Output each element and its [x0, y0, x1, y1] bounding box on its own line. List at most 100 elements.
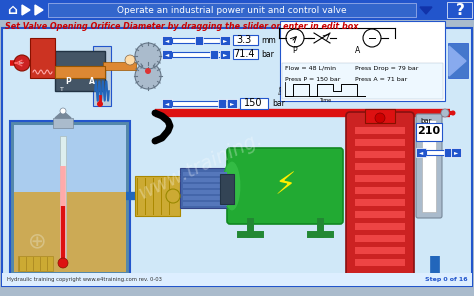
Circle shape: [58, 258, 68, 268]
FancyBboxPatch shape: [2, 28, 472, 286]
FancyBboxPatch shape: [416, 148, 426, 157]
Text: Press A = 71 bar: Press A = 71 bar: [355, 76, 407, 81]
FancyBboxPatch shape: [233, 49, 258, 59]
Text: ◄: ◄: [165, 52, 169, 57]
FancyBboxPatch shape: [227, 148, 343, 224]
Text: T: T: [60, 86, 64, 91]
Text: ►: ►: [223, 38, 227, 43]
Text: A: A: [89, 76, 95, 86]
FancyBboxPatch shape: [416, 114, 442, 218]
FancyBboxPatch shape: [183, 172, 227, 176]
FancyBboxPatch shape: [18, 256, 53, 271]
FancyBboxPatch shape: [282, 63, 443, 99]
Text: Operate an industrial power unit and control valve: Operate an industrial power unit and con…: [117, 6, 347, 15]
Text: ?: ?: [456, 2, 465, 17]
Text: Flow: Flow: [279, 84, 283, 94]
Text: ⚡: ⚡: [274, 171, 296, 200]
Text: Press P = 150 bar: Press P = 150 bar: [285, 76, 340, 81]
FancyBboxPatch shape: [162, 99, 172, 108]
FancyBboxPatch shape: [30, 38, 55, 78]
Text: Flow = 48 L/min: Flow = 48 L/min: [285, 65, 336, 70]
FancyBboxPatch shape: [183, 184, 227, 188]
FancyBboxPatch shape: [355, 139, 405, 146]
FancyBboxPatch shape: [426, 150, 451, 155]
Text: ⌂: ⌂: [7, 3, 17, 17]
FancyBboxPatch shape: [240, 98, 268, 109]
FancyBboxPatch shape: [355, 151, 405, 158]
Text: bar: bar: [261, 49, 274, 59]
FancyBboxPatch shape: [172, 101, 227, 106]
FancyBboxPatch shape: [14, 125, 126, 272]
FancyBboxPatch shape: [103, 62, 136, 70]
Text: 210: 210: [418, 126, 440, 136]
Circle shape: [60, 108, 66, 114]
Text: ►: ►: [230, 101, 234, 106]
FancyBboxPatch shape: [0, 0, 474, 20]
Text: ◄: ◄: [165, 101, 169, 106]
Polygon shape: [22, 5, 30, 15]
FancyBboxPatch shape: [172, 38, 220, 43]
FancyBboxPatch shape: [162, 36, 172, 45]
Circle shape: [135, 63, 161, 89]
Circle shape: [14, 55, 30, 71]
Polygon shape: [449, 46, 466, 76]
Text: mm: mm: [261, 36, 276, 44]
Text: Press Drop = 79 bar: Press Drop = 79 bar: [355, 65, 419, 70]
Text: ►: ►: [454, 150, 458, 155]
FancyBboxPatch shape: [183, 190, 227, 194]
Circle shape: [145, 68, 151, 74]
FancyBboxPatch shape: [416, 123, 442, 141]
Polygon shape: [35, 5, 43, 15]
FancyBboxPatch shape: [220, 174, 234, 204]
Text: Time: Time: [319, 98, 331, 103]
Text: A: A: [356, 46, 361, 54]
Text: ⊕: ⊕: [27, 231, 46, 251]
Text: 71.4: 71.4: [233, 49, 255, 59]
FancyBboxPatch shape: [355, 187, 405, 194]
FancyBboxPatch shape: [355, 127, 405, 134]
FancyBboxPatch shape: [60, 136, 66, 266]
FancyBboxPatch shape: [172, 52, 220, 57]
Circle shape: [166, 189, 180, 203]
FancyBboxPatch shape: [195, 36, 203, 45]
FancyBboxPatch shape: [48, 3, 416, 17]
FancyBboxPatch shape: [355, 223, 405, 230]
FancyBboxPatch shape: [53, 118, 73, 128]
Circle shape: [441, 109, 449, 117]
FancyBboxPatch shape: [180, 168, 230, 208]
FancyBboxPatch shape: [10, 121, 130, 276]
FancyBboxPatch shape: [183, 202, 227, 206]
Text: bar: bar: [272, 99, 285, 107]
FancyBboxPatch shape: [355, 247, 405, 254]
Text: P: P: [292, 46, 297, 54]
FancyBboxPatch shape: [14, 192, 126, 272]
FancyBboxPatch shape: [355, 259, 405, 266]
FancyBboxPatch shape: [365, 109, 395, 123]
FancyBboxPatch shape: [233, 35, 258, 45]
Text: 3.3: 3.3: [237, 35, 252, 45]
Text: ◄: ◄: [419, 150, 423, 155]
FancyBboxPatch shape: [220, 50, 230, 59]
Text: 150: 150: [244, 98, 262, 108]
FancyBboxPatch shape: [355, 211, 405, 218]
FancyBboxPatch shape: [355, 175, 405, 182]
FancyBboxPatch shape: [55, 66, 105, 78]
Text: www.training.: www.training.: [135, 129, 265, 203]
FancyBboxPatch shape: [210, 50, 218, 59]
Circle shape: [125, 55, 135, 65]
FancyBboxPatch shape: [448, 43, 468, 78]
FancyBboxPatch shape: [183, 196, 227, 200]
FancyBboxPatch shape: [355, 199, 405, 206]
FancyBboxPatch shape: [280, 21, 445, 101]
FancyBboxPatch shape: [447, 2, 472, 18]
FancyBboxPatch shape: [2, 273, 472, 286]
FancyBboxPatch shape: [183, 178, 227, 182]
FancyBboxPatch shape: [346, 112, 414, 278]
FancyBboxPatch shape: [162, 50, 172, 59]
Text: ◄: ◄: [165, 38, 169, 43]
Polygon shape: [55, 111, 71, 118]
Text: Set Valve Opening Orifice Diameter by dragging the slider or enter in edit box: Set Valve Opening Orifice Diameter by dr…: [5, 22, 358, 30]
Circle shape: [135, 43, 161, 69]
Text: Step 0 of 16: Step 0 of 16: [425, 278, 468, 282]
FancyBboxPatch shape: [227, 99, 237, 108]
